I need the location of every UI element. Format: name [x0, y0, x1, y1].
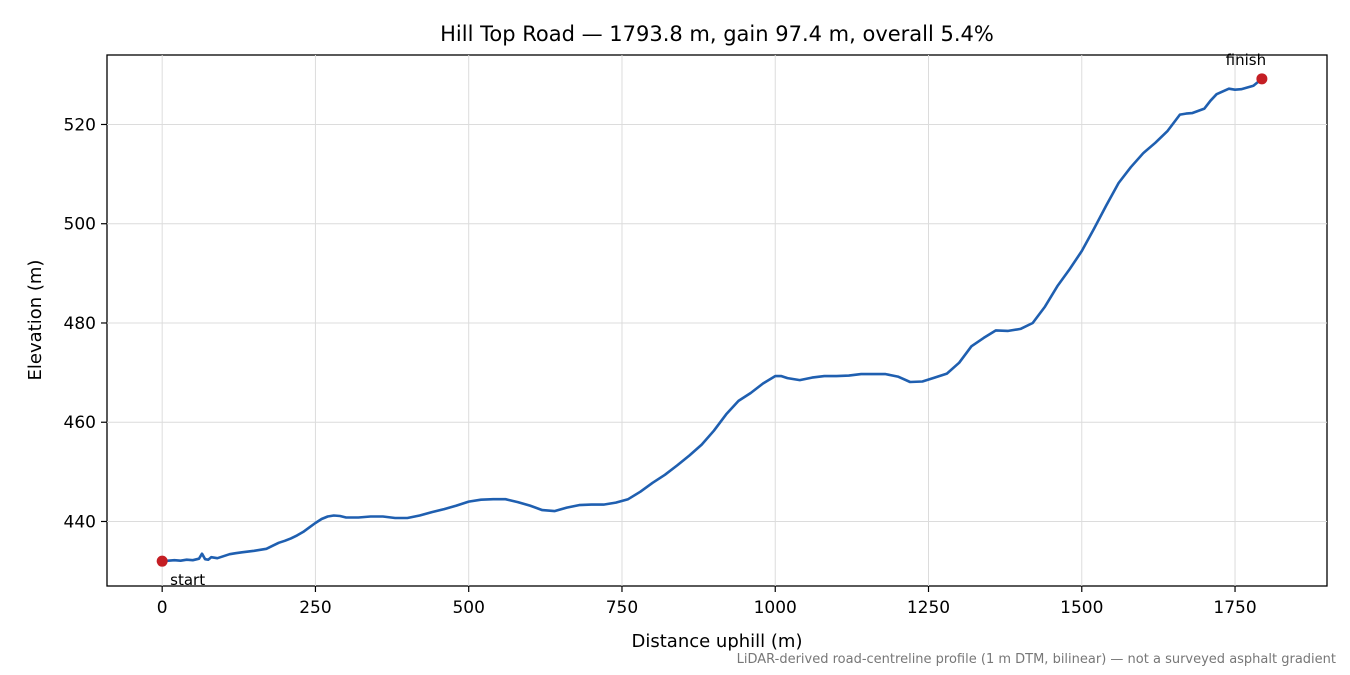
start-label: start [170, 571, 205, 589]
x-tick-label: 500 [452, 598, 484, 618]
y-tick-label: 500 [64, 215, 96, 235]
x-tick-label: 250 [299, 598, 331, 618]
finish-marker [1256, 73, 1268, 85]
x-tick-label: 1000 [754, 598, 797, 618]
start-marker [156, 555, 168, 567]
series-layer: start finish [156, 51, 1268, 589]
y-tick-label: 460 [64, 413, 96, 433]
axis-ticks: 0 250 500 750 1000 1250 1500 1750 440 460 480 500 52… [64, 115, 1257, 618]
y-axis-label: Elevation (m) [25, 260, 46, 381]
x-tick-label: 750 [606, 598, 638, 618]
finish-label: finish [1226, 51, 1266, 69]
chart-title: Hill Top Road — 1793.8 m, gain 97.4 m, o… [440, 22, 994, 46]
elevation-line [160, 77, 1264, 563]
x-tick-label: 1250 [907, 598, 950, 618]
source-footnote: LiDAR-derived road-centreline profile (1… [736, 652, 1336, 667]
gridlines [107, 55, 1327, 586]
x-axis-label: Distance uphill (m) [632, 631, 803, 652]
y-tick-label: 440 [64, 512, 96, 532]
y-tick-label: 480 [64, 314, 96, 334]
x-tick-label: 1750 [1213, 598, 1256, 618]
plot-frame [106, 54, 1328, 587]
x-tick-label: 1500 [1060, 598, 1103, 618]
x-tick-label: 0 [157, 598, 168, 618]
y-tick-label: 520 [64, 115, 96, 135]
